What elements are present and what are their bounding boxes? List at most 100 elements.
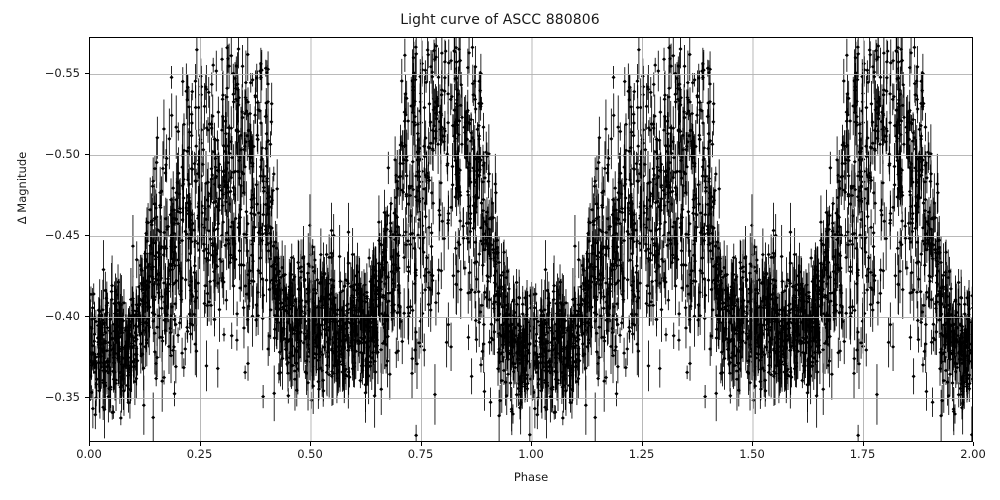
data-point [711,82,716,125]
data-point [703,385,708,409]
data-point [878,274,883,313]
data-point [852,347,857,370]
data-point [157,316,162,359]
data-point [446,39,451,87]
data-point [642,187,647,225]
data-point [788,243,793,283]
data-point [654,310,659,329]
data-layer [90,38,972,441]
data-point [714,365,719,422]
data-point [687,306,692,333]
data-point [275,159,280,219]
data-point [422,333,427,367]
data-point [118,410,123,426]
data-point [493,153,498,214]
data-point [930,387,935,417]
data-point [473,301,478,340]
data-point [614,328,618,365]
data-point [874,364,879,425]
data-point [576,241,581,279]
x-tick-label: 0.75 [407,447,434,461]
data-point [611,328,616,384]
data-point [426,253,431,291]
data-point [427,209,432,246]
data-point [171,335,176,366]
data-point [611,93,616,138]
data-point [221,259,226,305]
data-point [172,381,177,407]
data-point [214,50,219,92]
data-point [410,280,415,341]
data-point [788,349,793,395]
data-point [572,215,577,278]
data-point [449,322,454,372]
data-point [900,260,905,319]
data-point [622,67,627,96]
data-point [209,285,214,326]
data-point [903,207,908,270]
data-point [631,93,636,135]
data-point [625,260,630,300]
x-tick-label: 1.00 [518,447,544,461]
data-point [268,131,273,158]
data-point [160,330,165,352]
data-point [481,112,486,142]
data-point [912,38,917,58]
data-point [836,337,841,368]
data-point [969,406,972,441]
data-point [202,289,207,318]
data-point [229,38,234,75]
data-point [432,364,437,425]
data-point [444,317,449,368]
data-point [648,117,653,143]
data-point [861,161,866,182]
data-point [378,326,383,373]
data-point [442,206,447,271]
data-point [431,129,436,171]
data-point [377,228,382,253]
data-point [900,211,905,231]
data-point [935,153,940,214]
data-point [641,65,646,108]
data-point [944,239,949,265]
data-point [436,274,441,313]
x-tick-mark [310,442,311,446]
data-point [183,260,188,300]
data-point [687,38,692,81]
data-point [221,327,226,342]
data-point [271,166,276,182]
data-point [819,228,824,253]
data-point [445,158,450,173]
data-point [676,329,681,351]
data-point [239,238,244,292]
data-point [613,335,618,366]
data-point [844,94,849,148]
data-point [915,301,920,340]
data-point [401,218,406,254]
data-point [173,349,178,384]
data-point [215,349,220,388]
data-point [163,149,168,181]
data-point [800,372,805,389]
data-point [245,38,250,81]
data-point [438,160,443,206]
data-point [189,93,194,135]
data-point [254,180,259,228]
data-point [663,327,668,342]
data-point [644,289,649,318]
data-point [387,348,392,400]
data-point [887,146,892,182]
data-point [829,348,834,400]
data-point [888,39,893,87]
data-point [560,410,565,426]
data-point [445,146,450,182]
data-point [449,51,454,71]
data-point [911,358,916,395]
data-point [209,72,214,97]
data-point [602,350,607,412]
data-point [678,38,683,69]
data-point [185,122,190,181]
data-point [662,47,667,71]
data-point [204,340,209,392]
data-point [134,241,139,279]
